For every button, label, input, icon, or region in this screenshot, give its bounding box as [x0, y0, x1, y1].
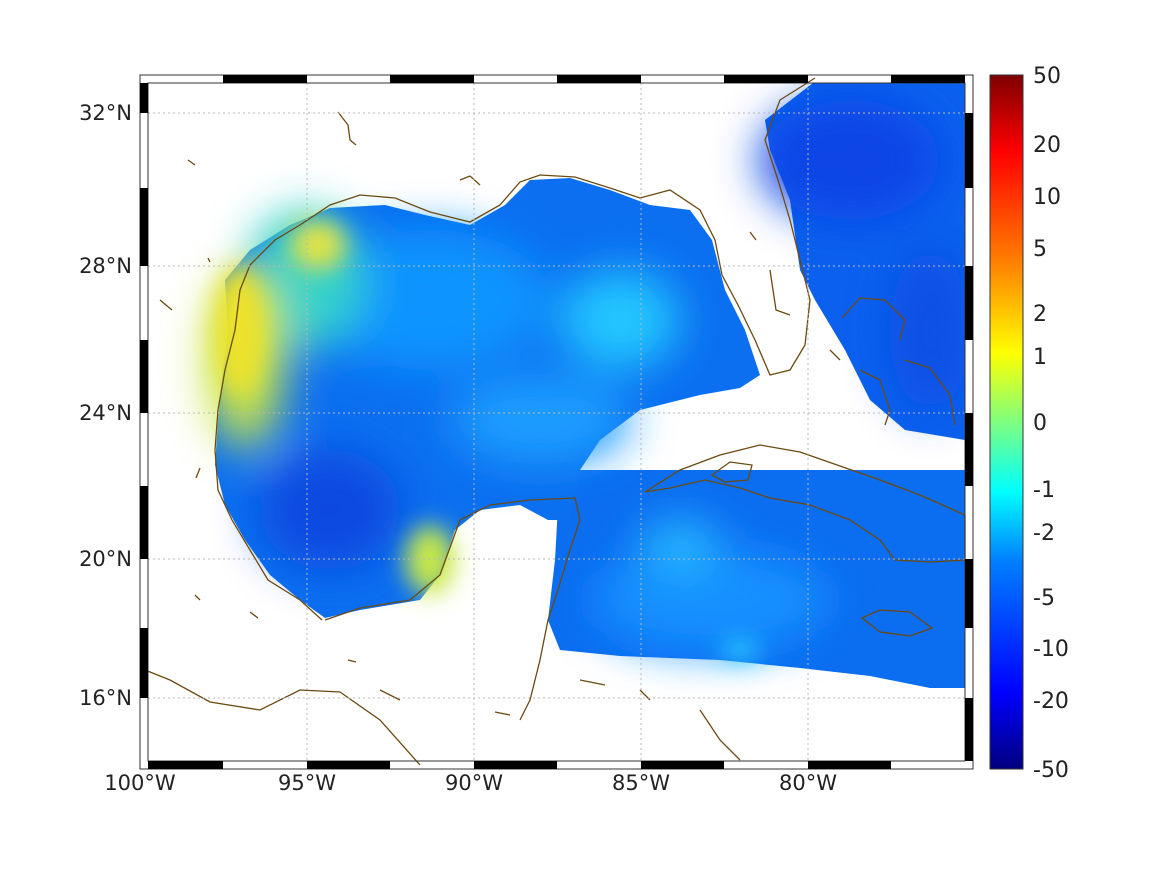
- grid: [148, 83, 965, 761]
- cuba-outline: [644, 444, 966, 563]
- y-tick-label: 20°N: [79, 547, 132, 571]
- map-frame: [139, 74, 974, 770]
- colorbar-label: -20: [1033, 689, 1069, 714]
- x-axis: 100°W 95°W 90°W 85°W 80°W: [104, 771, 837, 795]
- colorbar-label: -50: [1033, 758, 1069, 783]
- x-tick-label: 100°W: [104, 771, 176, 795]
- colorbar-label: -1: [1033, 478, 1055, 503]
- colorbar-labels: 50 20 10 5 2 1 0 -1 -2 -5 -10 -20 -50: [1033, 64, 1069, 783]
- colorbar-label: 10: [1033, 185, 1061, 210]
- colorbar: 50 20 10 5 2 1 0 -1 -2 -5 -10 -20 -50: [989, 64, 1069, 783]
- colorbar-label: 1: [1033, 345, 1047, 370]
- y-tick-label: 24°N: [79, 401, 132, 425]
- x-tick-label: 80°W: [779, 771, 837, 795]
- colorbar-label: 2: [1033, 302, 1047, 327]
- jamaica-outline: [860, 609, 934, 637]
- colorbar-label: -5: [1033, 586, 1055, 611]
- x-tick-label: 95°W: [278, 771, 336, 795]
- colorbar-gradient: [989, 74, 1024, 770]
- y-tick-label: 16°N: [79, 686, 132, 710]
- gulf-coastline: [139, 77, 816, 766]
- y-tick-label: 32°N: [79, 101, 132, 125]
- y-axis: 32°N 28°N 24°N 20°N 16°N: [79, 101, 132, 710]
- colorbar-label: 20: [1033, 133, 1061, 158]
- colorbar-label: 50: [1033, 64, 1061, 89]
- data-field: [205, 83, 965, 688]
- colorbar-label: -2: [1033, 521, 1055, 546]
- colorbar-label: -10: [1033, 637, 1069, 662]
- coastlines: [139, 77, 966, 766]
- colorbar-label: 5: [1033, 237, 1047, 262]
- colorbar-label: 0: [1033, 411, 1047, 436]
- x-tick-label: 85°W: [612, 771, 670, 795]
- bahamas-outline: [829, 297, 956, 426]
- x-tick-label: 90°W: [445, 771, 503, 795]
- y-tick-label: 28°N: [79, 254, 132, 278]
